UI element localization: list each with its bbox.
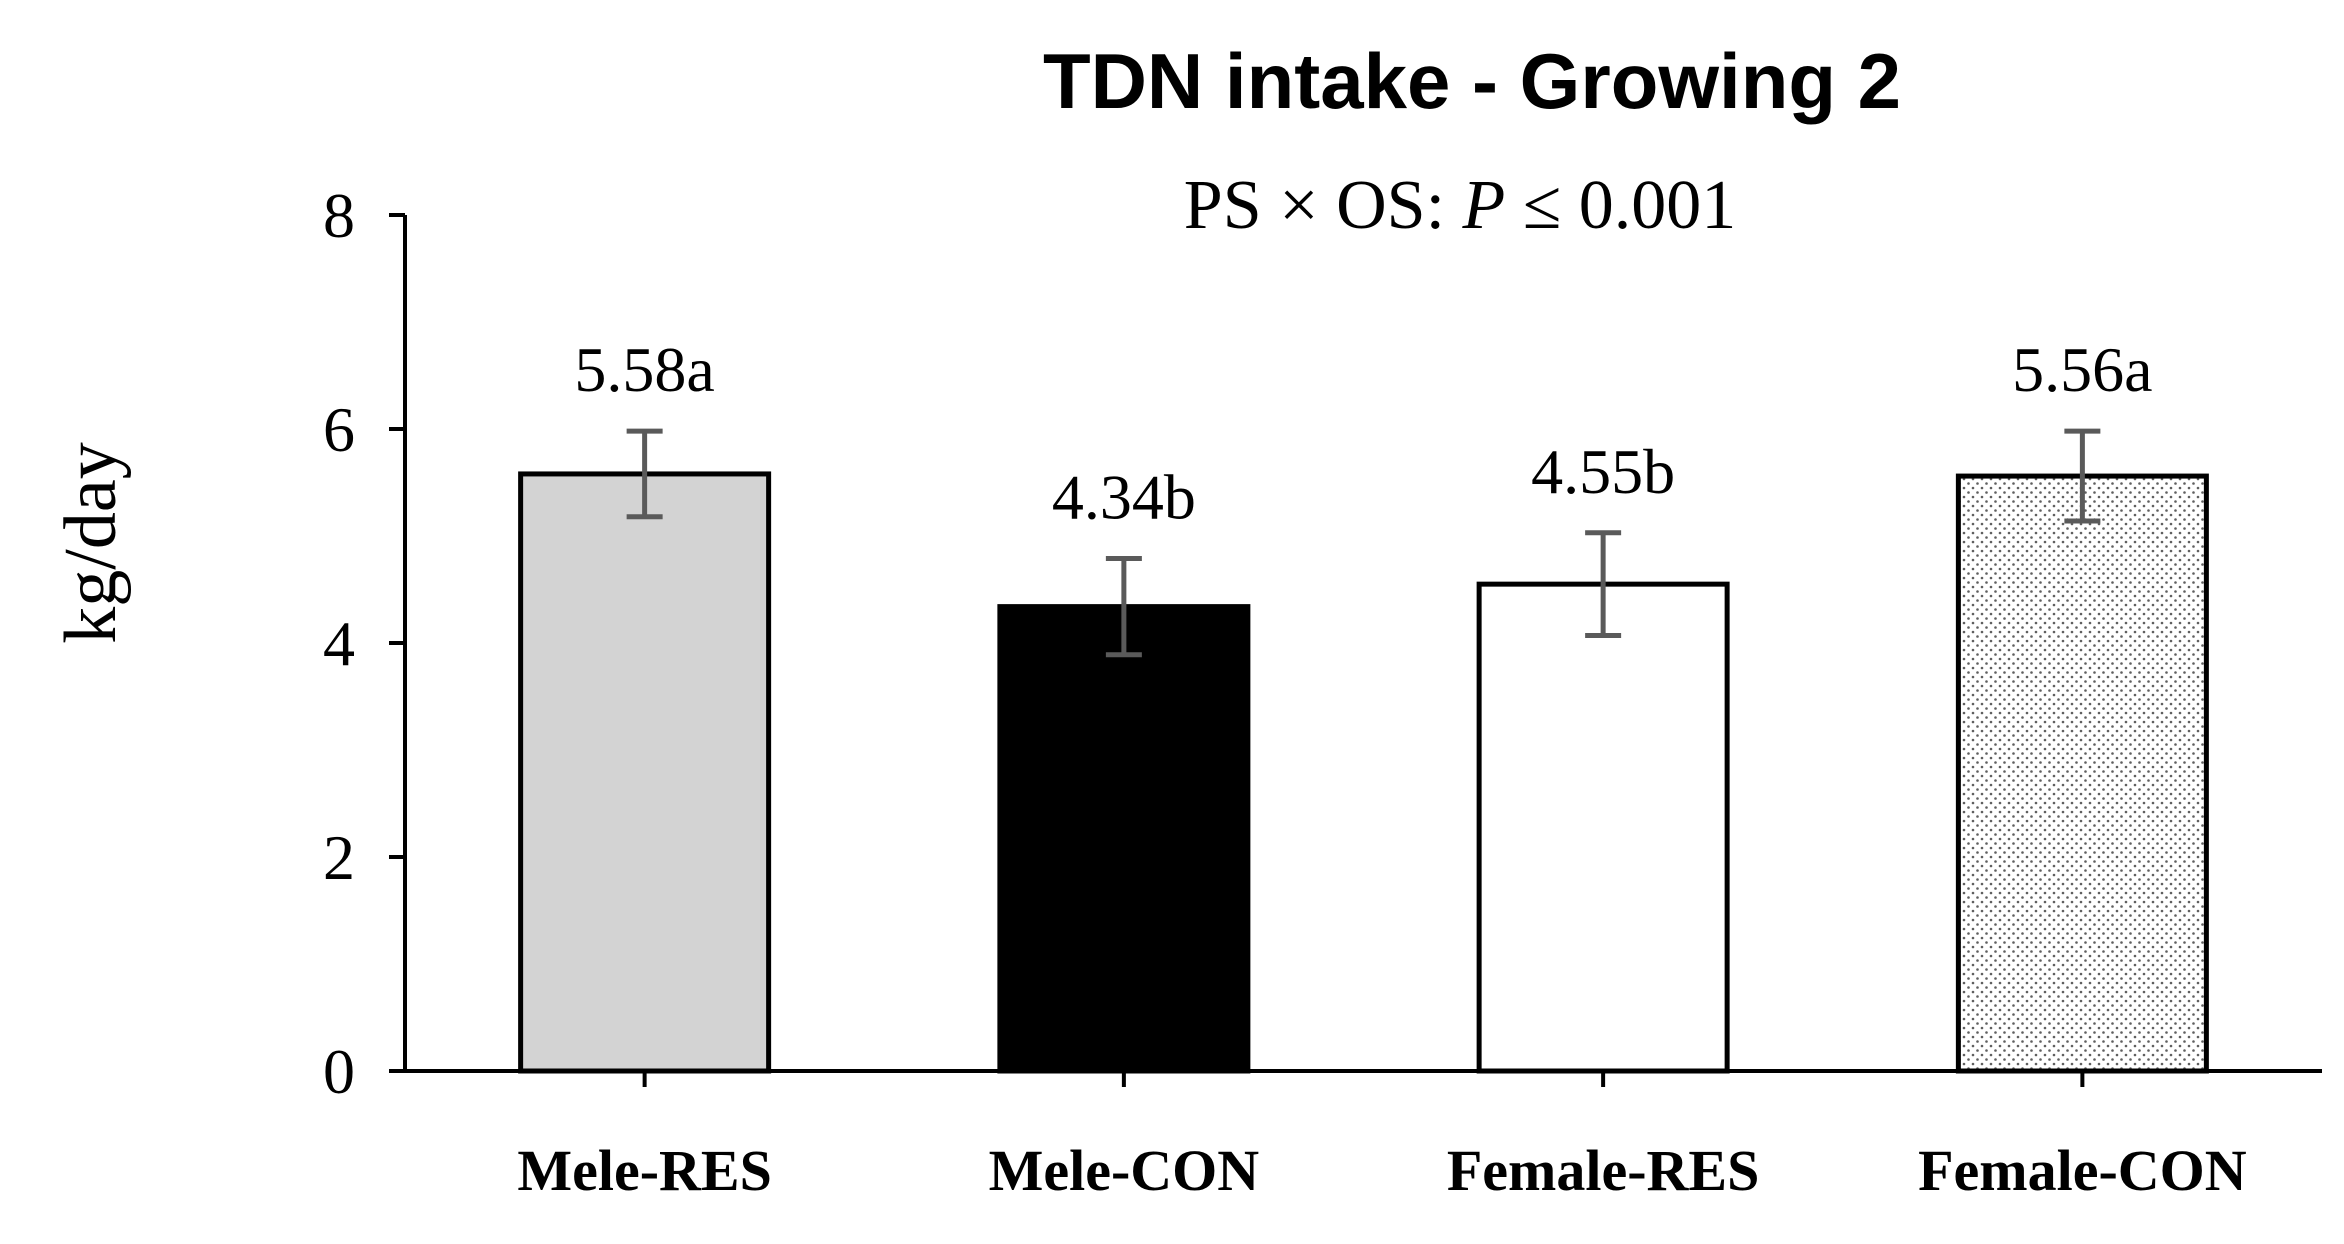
- subtitle-prefix: PS × OS:: [1184, 167, 1463, 244]
- bar-female-con: [1955, 473, 2209, 1074]
- subtitle-suffix: ≤ 0.001: [1505, 167, 1736, 244]
- y-tick-label: 4: [323, 608, 355, 679]
- y-axis-ticks: 0 2 4 6 8: [323, 180, 405, 1107]
- bar-mele-con: [997, 604, 1251, 1074]
- bars-group: [518, 471, 2209, 1074]
- y-tick-label: 8: [323, 180, 355, 251]
- data-label-female-res: 4.55b: [1531, 436, 1675, 507]
- y-axis-label: kg/day: [50, 442, 132, 643]
- y-tick-label: 0: [323, 1036, 355, 1107]
- bar-female-res: [1476, 581, 1730, 1074]
- data-label-female-con: 5.56a: [2012, 334, 2152, 405]
- y-tick-label: 6: [323, 394, 355, 465]
- category-label-female-con: Female-CON: [1918, 1138, 2247, 1203]
- category-labels-group: Mele-RES Mele-CON Female-RES Female-CON: [517, 1138, 2246, 1203]
- error-bars-group: [626, 428, 2101, 658]
- x-axis-ticks: [642, 1071, 2085, 1087]
- category-label-female-res: Female-RES: [1447, 1138, 1760, 1203]
- data-label-mele-res: 5.58a: [574, 334, 714, 405]
- subtitle-p-italic: P: [1462, 167, 1506, 244]
- category-label-mele-res: Mele-RES: [517, 1138, 772, 1203]
- bar-mele-res: [518, 471, 772, 1074]
- data-label-mele-con: 4.34b: [1052, 461, 1196, 532]
- data-labels-group: 5.58a 4.34b 4.55b 5.56a: [574, 334, 2152, 532]
- chart-title: TDN intake - Growing 2: [1043, 37, 1901, 125]
- chart-subtitle: PS × OS: P ≤ 0.001: [1184, 167, 1736, 244]
- y-tick-label: 2: [323, 822, 355, 893]
- category-label-mele-con: Mele-CON: [989, 1138, 1260, 1203]
